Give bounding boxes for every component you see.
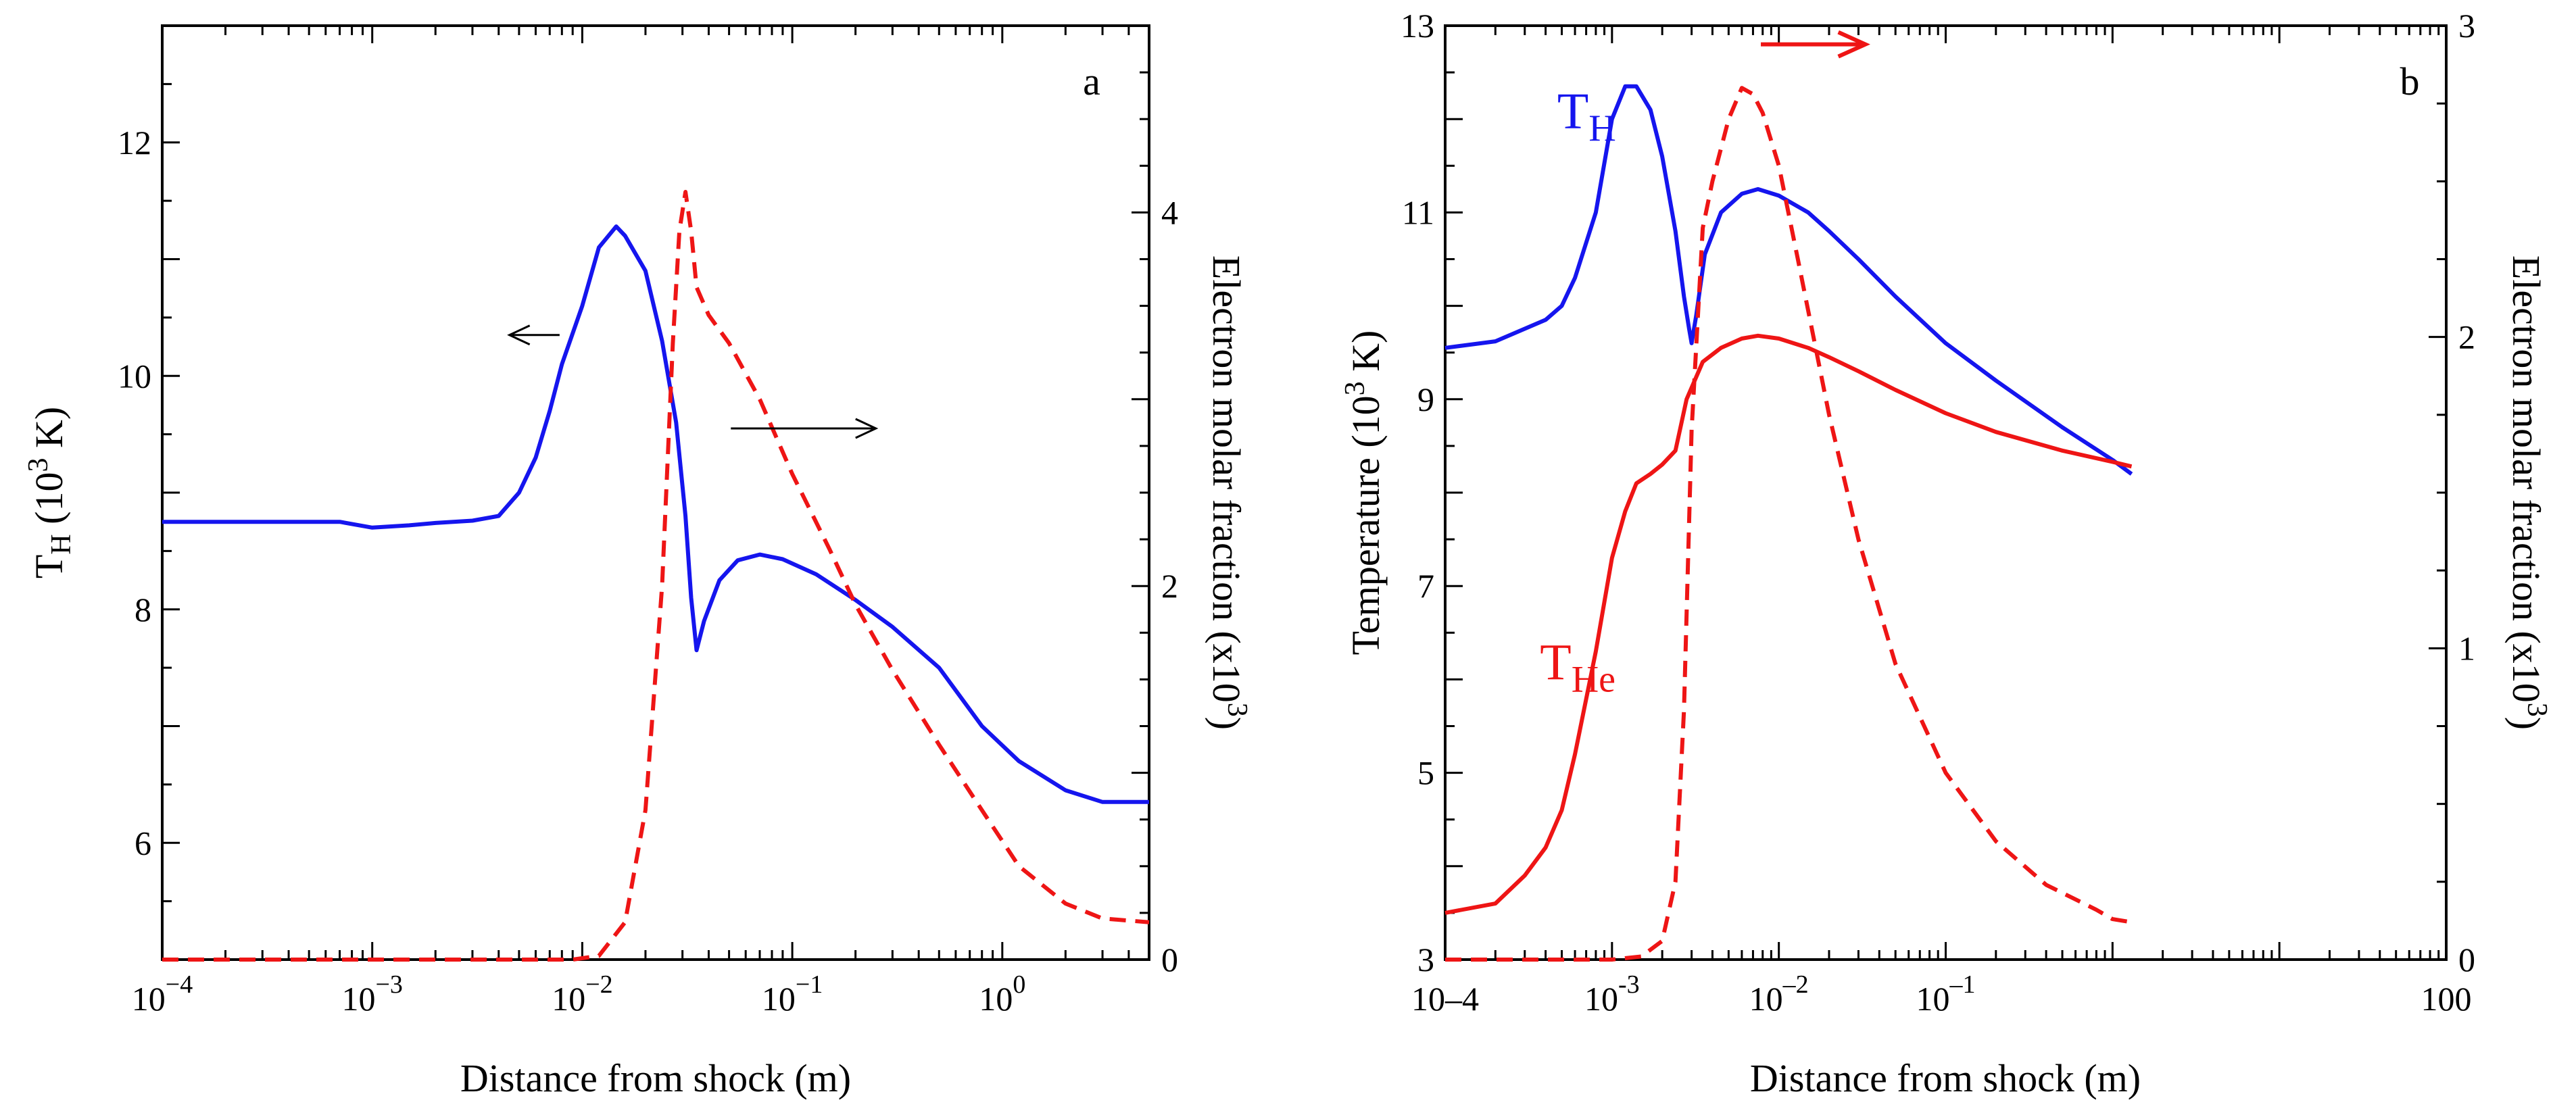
panel-b-right-ticks: 0 1 2 3 bbox=[2429, 7, 2475, 978]
panel-b-right-tick-label: 3 bbox=[2458, 7, 2475, 45]
panel-b-left-tick-label: 11 bbox=[1402, 193, 1434, 231]
panel-a-left-tick-label: 10 bbox=[118, 357, 151, 395]
panel-a-x-tick-label: 100 bbox=[979, 970, 1025, 1018]
panel-b-x-tick-label: 10–2 bbox=[1749, 970, 1809, 1018]
panel-b-x-tick-label: 10-3 bbox=[1584, 970, 1640, 1018]
panel-a-right-tick-label: 4 bbox=[1161, 193, 1178, 231]
panel-a-series-electron-molar-fraction-a- bbox=[162, 190, 1150, 962]
panel-a: 10−4 10−3 10−2 10−1 100 6 8 10 12 0 2 4 a Distanc… bbox=[23, 24, 1253, 1100]
panel-a-ylabel-tail: K) bbox=[27, 407, 71, 458]
panel-b-x-tick-label: 100 bbox=[2421, 980, 2472, 1018]
panel-b-left-tick-label: 3 bbox=[1417, 941, 1434, 978]
panel-b-left-tick-label: 7 bbox=[1417, 567, 1434, 605]
panel-b-left-tick-label: 9 bbox=[1417, 380, 1434, 418]
panel-b-arrow-head bbox=[1837, 30, 1870, 59]
panel-a-ylabel-right-tail: ) bbox=[1205, 717, 1248, 730]
panel-b-ylabel-main: Temperature (10 bbox=[1344, 395, 1388, 655]
panel-b-arrows bbox=[1761, 30, 1870, 59]
panel-a-ylabel-sup: 3 bbox=[23, 458, 54, 472]
panel-b-ylabel-right-tail: ) bbox=[2504, 717, 2548, 730]
panel-a-left-axis-label: TH (103 K) bbox=[23, 407, 77, 578]
panel-a-arrow-head bbox=[855, 418, 879, 439]
panel-b-left-tick-label: 13 bbox=[1401, 7, 1434, 45]
panel-a-series-t-h bbox=[162, 224, 1149, 804]
panel-b-series-t-h bbox=[1444, 84, 2133, 476]
panel-b-x-axis-label: Distance from shock (m) bbox=[1750, 1056, 2141, 1100]
panel-b-x-ticks: 10–4 10-3 10–2 10–1 100 bbox=[1411, 26, 2472, 1018]
panel-b-left-tick-label: 5 bbox=[1417, 754, 1434, 792]
panel-b-x-tick-label: 10–1 bbox=[1916, 970, 1976, 1018]
panel-a-ylabel-right-sup: 3 bbox=[1221, 703, 1253, 717]
panel-a-frame bbox=[161, 24, 1150, 961]
panel-b-frame bbox=[1444, 24, 2448, 961]
panel-b-left-ticks: 3 5 7 9 11 13 bbox=[1401, 7, 1463, 978]
panel-a-ylabel-sub: H bbox=[46, 534, 77, 554]
panel-b-right-tick-label: 0 bbox=[2458, 941, 2475, 978]
panel-a-x-axis-label: Distance from shock (m) bbox=[460, 1056, 851, 1100]
panel-b-series-electron-molar-fraction-b- bbox=[1445, 86, 2132, 962]
panel-b-ylabel-tail: K) bbox=[1344, 330, 1388, 382]
panel-a-label: a bbox=[1083, 59, 1100, 103]
panel-a-left-ticks: 6 8 10 12 bbox=[118, 24, 180, 961]
panel-a-x-tick-label: 10−1 bbox=[762, 970, 823, 1018]
panel-a-x-tick-label: 10−2 bbox=[552, 970, 612, 1018]
panel-a-left-tick-label: 6 bbox=[135, 824, 151, 862]
panel-b-ylabel-right-sup: 3 bbox=[2521, 703, 2552, 717]
panel-b-curve-label-t-h: TH bbox=[1557, 83, 1616, 149]
panel-a-x-ticks: 10−4 10−3 10−2 10−1 100 bbox=[132, 26, 1150, 1018]
panel-a-left-tick-label: 12 bbox=[118, 124, 151, 162]
panel-a-ylabel-main: T bbox=[27, 555, 71, 578]
panel-b-series-t-he bbox=[1444, 333, 2133, 915]
panel-a-series bbox=[162, 190, 1150, 962]
panel-a-arrow-head bbox=[507, 324, 531, 346]
panel-a-right-tick-label: 2 bbox=[1161, 567, 1178, 605]
panel-b-right-tick-label: 1 bbox=[2458, 629, 2475, 667]
panel-a-arrows bbox=[507, 324, 879, 439]
panel-b-x-tick-label: 10–4 bbox=[1411, 980, 1479, 1018]
panel-b-curve-labels: TH THe bbox=[1540, 83, 1616, 700]
panel-b-label: b bbox=[2400, 59, 2420, 103]
panel-b-series bbox=[1444, 84, 2133, 962]
panel-b-right-axis-label: Electron molar fraction (x103) bbox=[2504, 255, 2552, 730]
panel-a-left-tick-label: 8 bbox=[135, 591, 151, 628]
panel-a-right-ticks: 0 2 4 bbox=[1132, 24, 1178, 978]
panel-a-ylabel-rest: (10 bbox=[27, 472, 71, 535]
panel-b-curve-label-t-he: THe bbox=[1540, 634, 1615, 700]
panel-a-x-tick-label: 10−3 bbox=[341, 970, 402, 1018]
panel-b-right-tick-label: 2 bbox=[2458, 318, 2475, 356]
panel-a-right-tick-label: 0 bbox=[1161, 941, 1178, 978]
panel-b-left-axis-label: Temperature (103 K) bbox=[1340, 330, 1388, 655]
panel-a-x-tick-label: 10−4 bbox=[132, 970, 193, 1018]
panel-a-ylabel-right-text: Electron molar fraction (x10 bbox=[1205, 255, 1248, 703]
panel-b-ylabel-right-text: Electron molar fraction (x10 bbox=[2504, 255, 2548, 703]
panel-a-right-axis-label: Electron molar fraction (x103) bbox=[1205, 255, 1253, 730]
panel-b-ylabel-sup: 3 bbox=[1340, 381, 1371, 395]
